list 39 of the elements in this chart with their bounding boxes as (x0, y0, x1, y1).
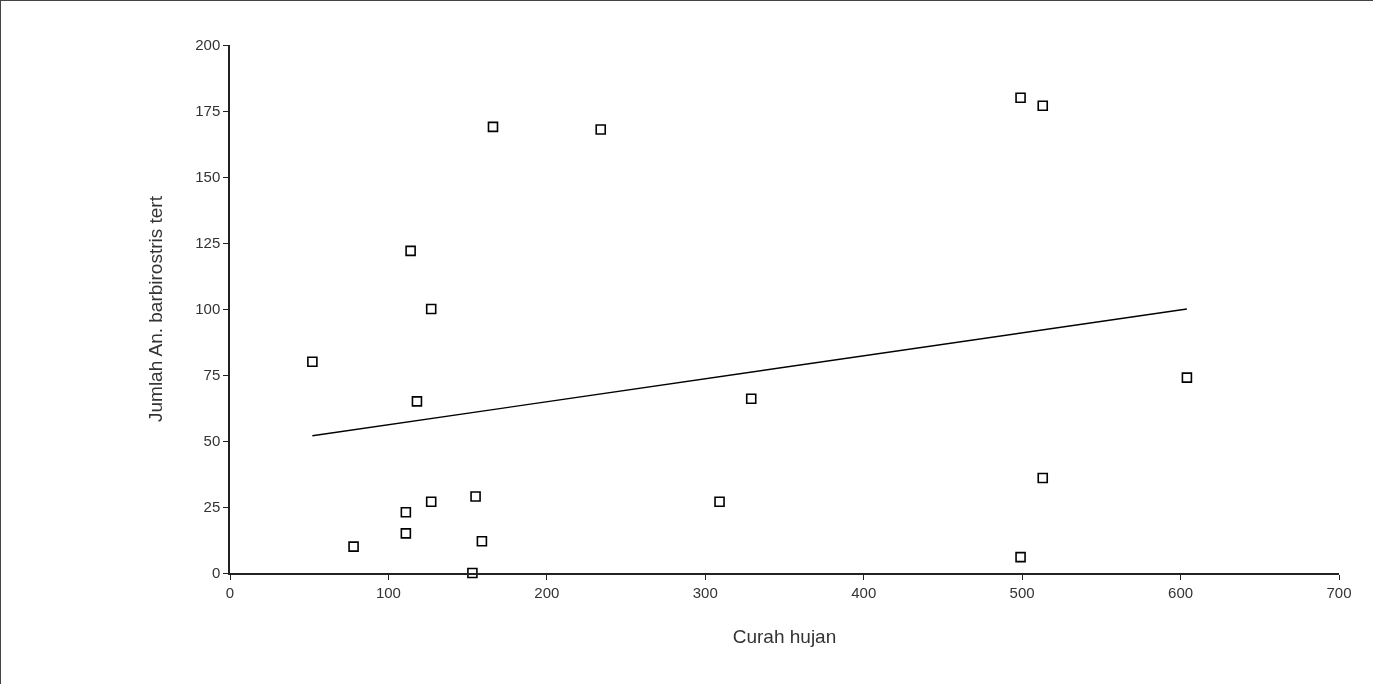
y-tick-label: 125 (195, 234, 221, 252)
x-tick-label: 100 (375, 583, 401, 601)
y-tick-label: 75 (203, 366, 221, 384)
point (595, 124, 607, 135)
point (745, 393, 757, 405)
point (714, 496, 725, 508)
point (1037, 472, 1049, 484)
y-tick-label: 150 (195, 168, 221, 186)
point (400, 506, 412, 518)
point (487, 121, 499, 133)
point (1181, 372, 1193, 383)
point (467, 567, 478, 579)
point (470, 491, 481, 502)
x-tick-label: 300 (692, 583, 718, 601)
x-tick-label: 200 (534, 583, 560, 601)
point (1037, 100, 1049, 112)
point (425, 303, 437, 315)
point (1015, 551, 1026, 563)
x-tick-label: 400 (851, 583, 877, 601)
point (307, 356, 318, 368)
y-tick-label: 25 (203, 498, 221, 516)
point (1015, 92, 1026, 104)
x-axis-title: Curah hujan (732, 626, 837, 648)
x-tick-label: 500 (1009, 583, 1035, 601)
y-tick-label: 200 (195, 36, 221, 54)
y-tick-label: 100 (195, 300, 221, 318)
point (348, 541, 359, 552)
point (411, 396, 423, 407)
y-tick-label: 50 (203, 432, 221, 450)
point (400, 528, 412, 539)
point (405, 245, 416, 257)
x-tick-label: 700 (1326, 583, 1352, 601)
x-tick-label: 600 (1168, 583, 1194, 601)
point (425, 496, 437, 508)
point (476, 536, 488, 547)
x-tick-label: 0 (225, 583, 235, 601)
y-axis-title: Jumlah An. barbirostris tert (144, 195, 166, 422)
y-tick-label: 0 (211, 564, 221, 582)
y-tick-label: 175 (195, 102, 221, 120)
